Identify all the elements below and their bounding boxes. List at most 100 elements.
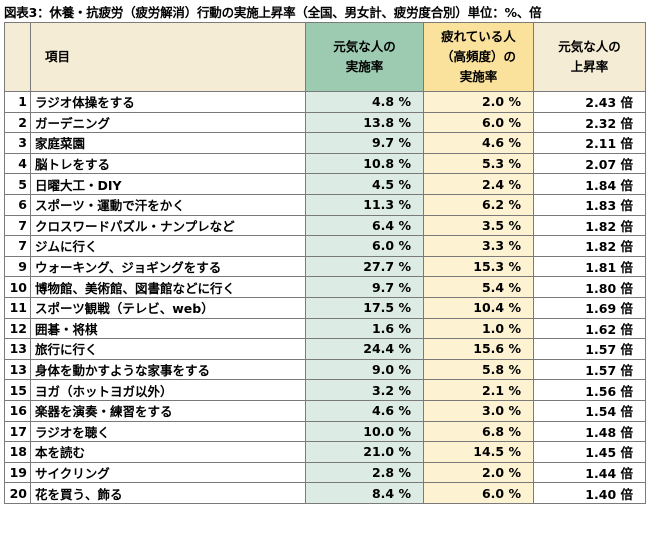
increase-rate-cell: 1.83 倍: [533, 193, 646, 216]
healthy-rate-cell: 6.4 %: [305, 214, 424, 237]
item-cell: 博物館、美術館、図書館などに行く: [30, 276, 306, 298]
table-row: 13 身体を動かすような家事をする 9.0 % 5.8 % 1.57 倍: [4, 358, 646, 381]
healthy-rate-cell: 8.4 %: [305, 482, 424, 504]
tired-rate-cell: 2.4 %: [423, 173, 534, 195]
healthy-rate-cell: 3.2 %: [305, 379, 424, 401]
item-cell: ラジオを聴く: [30, 420, 306, 443]
rank-cell: 19: [4, 461, 31, 484]
rank-cell: 11: [4, 296, 31, 319]
table-row: 12 囲碁・将棋 1.6 % 1.0 % 1.62 倍: [4, 317, 646, 340]
rank-cell: 16: [4, 399, 31, 422]
healthy-rate-cell: 24.4 %: [305, 338, 424, 360]
rank-cell: 17: [4, 420, 31, 443]
table-row: 4 脳トレをする 10.8 % 5.3 % 2.07 倍: [4, 152, 646, 175]
healthy-rate-cell: 9.0 %: [305, 358, 424, 381]
table-row: 20 花を買う、飾る 8.4 % 6.0 % 1.40 倍: [4, 482, 646, 504]
healthy-rate-cell: 4.8 %: [305, 91, 424, 113]
rank-cell: 4: [4, 152, 31, 175]
tired-rate-cell: 2.0 %: [423, 91, 534, 113]
tired-rate-cell: 2.1 %: [423, 379, 534, 401]
rank-cell: 6: [4, 193, 31, 216]
increase-rate-cell: 1.45 倍: [533, 441, 646, 463]
tired-rate-cell: 15.3 %: [423, 255, 534, 278]
item-cell: ヨガ（ホットヨガ以外）: [30, 379, 306, 401]
item-cell: スポーツ・運動で汗をかく: [30, 193, 306, 216]
healthy-rate-cell: 4.5 %: [305, 173, 424, 195]
tired-rate-cell: 6.8 %: [423, 420, 534, 443]
tired-rate-cell: 3.5 %: [423, 214, 534, 237]
increase-rate-cell: 1.44 倍: [533, 461, 646, 484]
tired-rate-cell: 5.8 %: [423, 358, 534, 381]
increase-rate-cell: 1.48 倍: [533, 420, 646, 443]
healthy-rate-cell: 9.7 %: [305, 276, 424, 298]
table-row: 9 ウォーキング、ジョギングをする 27.7 % 15.3 % 1.81 倍: [4, 255, 646, 278]
increase-rate-cell: 1.81 倍: [533, 255, 646, 278]
rank-cell: 10: [4, 276, 31, 298]
header-tired-rate: 疲れている人 （高頻度）の 実施率: [423, 22, 534, 92]
table-row: 5 日曜大工・DIY 4.5 % 2.4 % 1.84 倍: [4, 173, 646, 195]
healthy-rate-cell: 13.8 %: [305, 111, 424, 134]
rank-cell: 20: [4, 482, 31, 504]
table-row: 7 ジムに行く 6.0 % 3.3 % 1.82 倍: [4, 235, 646, 257]
header-increase-rate: 元気な人の 上昇率: [533, 22, 646, 92]
table-row: 1 ラジオ体操をする 4.8 % 2.0 % 2.43 倍: [4, 91, 646, 113]
item-cell: 脳トレをする: [30, 152, 306, 175]
increase-rate-cell: 1.57 倍: [533, 338, 646, 360]
increase-rate-cell: 1.80 倍: [533, 276, 646, 298]
header-healthy-rate-line1: 元気な人の: [333, 39, 396, 54]
header-rank-cell: [4, 22, 31, 92]
item-cell: クロスワードパズル・ナンプレなど: [30, 214, 306, 237]
table-row: 13 旅行に行く 24.4 % 15.6 % 1.57 倍: [4, 338, 646, 360]
data-table: 項目 元気な人の 実施率 疲れている人 （高頻度）の 実施率 元気な人の 上昇率…: [4, 22, 646, 504]
item-cell: 囲碁・将棋: [30, 317, 306, 340]
rank-cell: 3: [4, 132, 31, 154]
tired-rate-cell: 4.6 %: [423, 132, 534, 154]
increase-rate-cell: 1.82 倍: [533, 235, 646, 257]
increase-rate-cell: 2.07 倍: [533, 152, 646, 175]
item-cell: 家庭菜園: [30, 132, 306, 154]
header-tired-rate-line1: 疲れている人: [441, 29, 516, 44]
tired-rate-cell: 10.4 %: [423, 296, 534, 319]
healthy-rate-cell: 10.0 %: [305, 420, 424, 443]
table-row: 15 ヨガ（ホットヨガ以外） 3.2 % 2.1 % 1.56 倍: [4, 379, 646, 401]
item-cell: ガーデニング: [30, 111, 306, 134]
header-healthy-rate: 元気な人の 実施率: [305, 22, 424, 92]
rank-cell: 5: [4, 173, 31, 195]
healthy-rate-cell: 17.5 %: [305, 296, 424, 319]
table-body: 1 ラジオ体操をする 4.8 % 2.0 % 2.43 倍 2 ガーデニング 13.8 % 6.…: [4, 91, 646, 504]
table-row: 2 ガーデニング 13.8 % 6.0 % 2.32 倍: [4, 111, 646, 134]
header-healthy-rate-line2: 実施率: [345, 59, 384, 74]
healthy-rate-cell: 27.7 %: [305, 255, 424, 278]
tired-rate-cell: 1.0 %: [423, 317, 534, 340]
rank-cell: 2: [4, 111, 31, 134]
item-cell: ラジオ体操をする: [30, 91, 306, 113]
header-item: 項目: [30, 22, 306, 92]
item-cell: 花を買う、飾る: [30, 482, 306, 504]
rank-cell: 13: [4, 358, 31, 381]
rank-cell: 9: [4, 255, 31, 278]
tired-rate-cell: 6.0 %: [423, 482, 534, 504]
table-row: 3 家庭菜園 9.7 % 4.6 % 2.11 倍: [4, 132, 646, 154]
rank-cell: 13: [4, 338, 31, 360]
item-cell: 旅行に行く: [30, 338, 306, 360]
table-row: 19 サイクリング 2.8 % 2.0 % 1.44 倍: [4, 461, 646, 484]
header-tired-rate-line2: （高頻度）の: [440, 49, 516, 64]
rank-cell: 15: [4, 379, 31, 401]
table-row: 18 本を読む 21.0 % 14.5 % 1.45 倍: [4, 441, 646, 463]
header-row: 項目 元気な人の 実施率 疲れている人 （高頻度）の 実施率 元気な人の 上昇率: [4, 22, 646, 92]
tired-rate-cell: 3.0 %: [423, 399, 534, 422]
healthy-rate-cell: 11.3 %: [305, 193, 424, 216]
item-cell: ジムに行く: [30, 235, 306, 257]
tired-rate-cell: 14.5 %: [423, 441, 534, 463]
increase-rate-cell: 1.56 倍: [533, 379, 646, 401]
healthy-rate-cell: 10.8 %: [305, 152, 424, 175]
tired-rate-cell: 6.2 %: [423, 193, 534, 216]
increase-rate-cell: 1.82 倍: [533, 214, 646, 237]
healthy-rate-cell: 21.0 %: [305, 441, 424, 463]
item-cell: 日曜大工・DIY: [30, 173, 306, 195]
healthy-rate-cell: 9.7 %: [305, 132, 424, 154]
table-row: 11 スポーツ観戦（テレビ、web） 17.5 % 10.4 % 1.69 倍: [4, 296, 646, 319]
increase-rate-cell: 1.54 倍: [533, 399, 646, 422]
header-increase-rate-line2: 上昇率: [570, 59, 609, 74]
